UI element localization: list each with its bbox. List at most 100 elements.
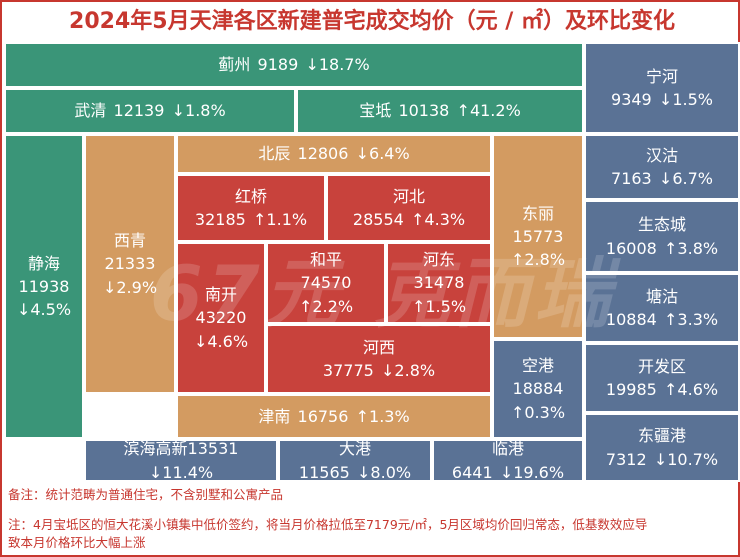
district-price: 74570 xyxy=(300,273,352,293)
district-name: 河北 xyxy=(392,186,425,206)
district-name: 河西 xyxy=(362,337,395,357)
district-name: 宝坻 xyxy=(359,101,392,121)
district-price: 16756 xyxy=(297,406,349,426)
district-cell: 大港 11565 ↓8.0% xyxy=(278,439,432,482)
district-price: 6441 xyxy=(451,462,493,482)
district-change: ↑3.8% xyxy=(664,238,719,258)
district-change: ↓19.6% xyxy=(499,462,565,482)
district-change: ↑1.5% xyxy=(411,296,467,316)
district-change: ↑2.2% xyxy=(298,296,354,316)
district-change: ↓1.8% xyxy=(171,101,226,121)
district-price: 13531 xyxy=(187,439,239,459)
district-price: 15773 xyxy=(512,226,564,246)
district-cell: 生态城 16008 ↑3.8% xyxy=(584,200,740,273)
district-cell: 西青 21333 ↓2.9% xyxy=(84,134,176,394)
district-change: ↓8.0% xyxy=(357,462,412,482)
district-change: ↓4.5% xyxy=(16,300,72,320)
district-change: ↓10.7% xyxy=(653,449,719,469)
district-change: ↑1.1% xyxy=(253,210,308,229)
district-cell: 河北 28554 ↑4.3% xyxy=(326,174,492,242)
district-price: 19985 xyxy=(605,380,657,399)
district-cell: 河东 31478 ↑1.5% xyxy=(386,242,492,324)
district-cell: 南开 43220 ↓4.6% xyxy=(176,242,266,394)
district-name: 北辰 xyxy=(258,144,291,164)
district-cell: 静海 11938 ↓4.5% xyxy=(4,134,84,439)
district-name: 开发区 xyxy=(637,356,686,376)
district-name: 大港 xyxy=(338,439,371,459)
district-price: 18884 xyxy=(512,379,564,399)
district-change: ↑1.3% xyxy=(355,406,410,426)
district-cell: 宁河 9349 ↓1.5% xyxy=(584,42,740,134)
district-name: 滨海高新 xyxy=(123,439,188,459)
district-cell: 汉沽 7163 ↓6.7% xyxy=(584,134,740,200)
footnote-baodi-line2: 致本月价格环比大幅上涨 xyxy=(8,535,146,550)
district-name: 临港 xyxy=(491,439,524,459)
district-price: 11565 xyxy=(298,462,350,482)
district-price: 12806 xyxy=(297,144,349,164)
district-cell: 空港 18884 ↑0.3% xyxy=(492,339,584,439)
district-price: 9189 xyxy=(257,55,299,75)
district-change: ↑2.8% xyxy=(510,250,566,270)
district-change: ↓4.6% xyxy=(193,331,249,351)
district-cell: 河西 37775 ↓2.8% xyxy=(266,324,492,394)
district-name: 津南 xyxy=(258,406,291,426)
district-name: 和平 xyxy=(309,250,342,270)
district-price: 28554 xyxy=(352,210,404,229)
district-cell: 塘沽 10884 ↑3.3% xyxy=(584,273,740,343)
district-name: 蓟州 xyxy=(218,55,251,75)
district-change: ↑3.3% xyxy=(664,310,719,329)
district-price: 7312 xyxy=(605,449,647,469)
district-price: 9349 xyxy=(611,90,652,109)
district-cell: 武清 12139 ↓1.8% xyxy=(4,88,296,134)
district-cell: 北辰 12806 ↓6.4% xyxy=(176,134,492,174)
district-change: ↓2.8% xyxy=(381,361,436,380)
district-change: ↓11.4% xyxy=(148,462,214,482)
district-price: 10138 xyxy=(398,101,450,121)
district-name: 南开 xyxy=(204,285,237,305)
district-change: ↓1.5% xyxy=(658,90,713,109)
district-cell: 临港 6441 ↓19.6% xyxy=(432,439,584,482)
district-change: ↓2.9% xyxy=(102,277,158,297)
district-change: ↑4.3% xyxy=(411,210,466,229)
footnote-scope: 备注：统计范畴为普通住宅，不含别墅和公寓产品 xyxy=(8,487,284,502)
district-price: 32185 xyxy=(194,210,246,229)
district-name: 汉沽 xyxy=(645,145,678,165)
district-name: 宁河 xyxy=(645,66,678,86)
district-name: 东丽 xyxy=(521,203,554,223)
district-name: 红桥 xyxy=(234,186,267,206)
district-name: 西青 xyxy=(113,231,146,251)
district-price: 12139 xyxy=(113,101,165,121)
district-price: 21333 xyxy=(104,254,156,274)
district-name: 河东 xyxy=(422,250,455,270)
district-price: 43220 xyxy=(195,308,247,328)
footnote-baodi-line1: 注：4月宝坻区的恒大花溪小镇集中低价签约，将当月价格拉低至7179元/㎡，5月区… xyxy=(8,517,648,532)
district-cell: 宝坻 10138 ↑41.2% xyxy=(296,88,584,134)
district-name: 空港 xyxy=(521,356,554,376)
district-price: 37775 xyxy=(322,361,374,380)
district-change: ↑41.2% xyxy=(456,101,521,121)
district-name: 静海 xyxy=(27,253,60,273)
district-price: 11938 xyxy=(18,276,70,296)
district-cell: 滨海高新13531 ↓11.4% xyxy=(84,439,278,482)
district-price: 7163 xyxy=(611,169,652,188)
district-name: 武清 xyxy=(74,101,107,121)
district-change: ↑4.6% xyxy=(664,380,719,399)
district-price: 10884 xyxy=(605,310,657,329)
chart-title: 2024年5月天津各区新建普宅成交均价（元 / ㎡）及环比变化 xyxy=(69,9,675,34)
district-cell: 东疆港 7312 ↓10.7% xyxy=(584,413,740,482)
district-change: ↓6.7% xyxy=(658,169,713,188)
district-name: 东疆港 xyxy=(637,426,686,446)
district-price: 16008 xyxy=(605,238,657,258)
district-cell: 津南 16756 ↑1.3% xyxy=(176,394,492,439)
district-change: ↑0.3% xyxy=(510,402,566,422)
district-cell: 东丽 15773 ↑2.8% xyxy=(492,134,584,339)
district-price: 31478 xyxy=(413,273,465,293)
district-cell: 开发区 19985 ↑4.6% xyxy=(584,343,740,413)
district-cell: 蓟州 9189 ↓18.7% xyxy=(4,42,584,88)
district-change: ↓6.4% xyxy=(355,144,410,164)
district-cell: 和平 74570 ↑2.2% xyxy=(266,242,386,324)
district-name: 塘沽 xyxy=(645,286,678,306)
district-name: 生态城 xyxy=(637,215,686,235)
